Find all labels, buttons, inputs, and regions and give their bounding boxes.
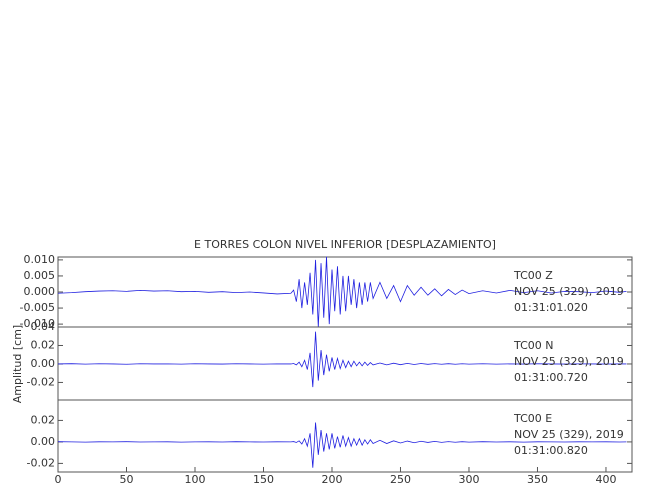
waveform [57, 331, 627, 388]
annotation: NOV 25 (329), 2019 [514, 355, 624, 368]
y-tick-label: -0.02 [27, 375, 55, 388]
x-tick-label: 0 [55, 473, 62, 486]
y-tick-label: 0.04 [31, 320, 56, 333]
y-tick-label: -0.010 [20, 317, 55, 330]
y-tick-label: 0.000 [24, 285, 56, 298]
x-tick-label: 100 [184, 473, 205, 486]
y-tick-label: 0.02 [31, 338, 56, 351]
x-tick-label: 400 [595, 473, 616, 486]
y-tick-label: 0.00 [31, 357, 56, 370]
y-tick-label: 0.02 [31, 413, 56, 426]
annotation: TC00 E [513, 412, 552, 425]
x-tick-label: 300 [458, 473, 479, 486]
x-tick-label: 150 [253, 473, 274, 486]
chart-title: E TORRES COLON NIVEL INFERIOR [DESPLAZAM… [194, 238, 496, 251]
annotation: TC00 Z [513, 269, 553, 282]
annotation: 01:31:00.720 [514, 371, 588, 384]
annotation: TC00 N [513, 339, 553, 352]
y-tick-label: -0.02 [27, 456, 55, 469]
annotation: 01:31:00.820 [514, 444, 588, 457]
panel-frame [57, 399, 633, 473]
y-tick-label: 0.010 [24, 253, 56, 266]
waveform [57, 256, 627, 328]
annotation: 01:31:01.020 [514, 301, 588, 314]
y-tick-label: -0.005 [20, 301, 55, 314]
y-axis-label: Amplitud [cm] [11, 325, 24, 403]
x-tick-label: 250 [390, 473, 411, 486]
y-tick-label: 0.00 [31, 435, 56, 448]
waveform [57, 422, 627, 468]
x-tick-label: 200 [321, 473, 342, 486]
x-tick-label: 50 [119, 473, 133, 486]
annotation: NOV 25 (329), 2019 [514, 428, 624, 441]
annotation: NOV 25 (329), 2019 [514, 285, 624, 298]
x-tick-label: 350 [527, 473, 548, 486]
y-tick-label: 0.005 [24, 269, 56, 282]
